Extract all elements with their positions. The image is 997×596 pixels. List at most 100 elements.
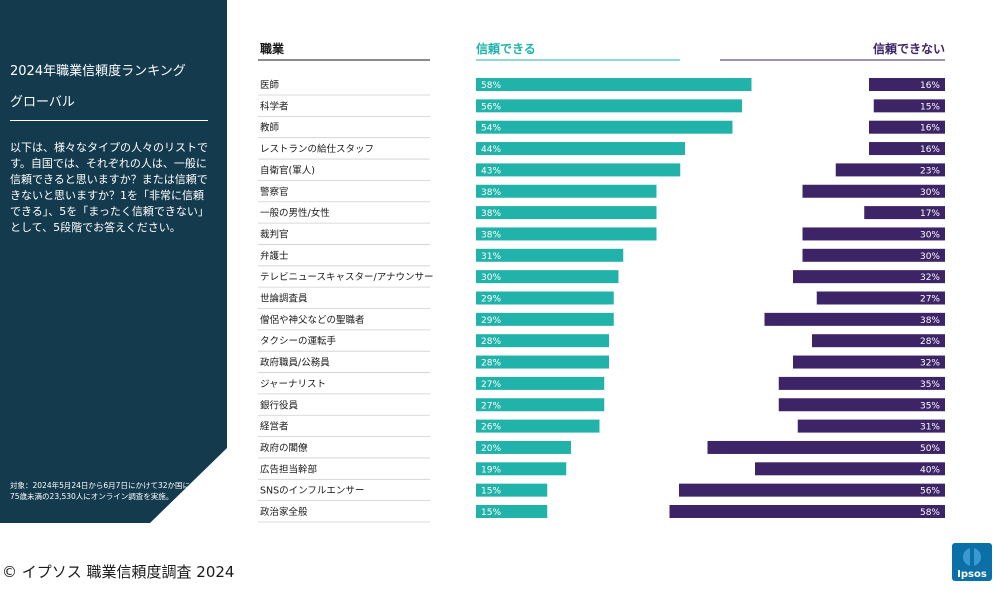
distrust-value-label: 38% bbox=[920, 316, 940, 326]
distrust-bar bbox=[793, 270, 945, 284]
distrust-value-label: 30% bbox=[920, 252, 940, 262]
distrust-value-label: 23% bbox=[920, 166, 940, 176]
trust-bar bbox=[476, 99, 742, 113]
trust-value-label: 28% bbox=[481, 337, 501, 347]
trust-bar bbox=[476, 312, 614, 326]
distrust-bar bbox=[816, 291, 945, 305]
trust-value-label: 38% bbox=[481, 230, 501, 240]
trust-value-label: 38% bbox=[481, 209, 501, 219]
side-subtitle: グローバル bbox=[10, 95, 75, 110]
trust-value-label: 43% bbox=[481, 166, 501, 176]
distrust-value-label: 28% bbox=[920, 337, 940, 347]
trust-bar bbox=[476, 184, 657, 198]
category-label: 科学者 bbox=[260, 100, 289, 112]
trust-bar bbox=[476, 163, 681, 177]
distrust-bar bbox=[802, 184, 945, 198]
trust-value-label: 27% bbox=[481, 401, 501, 411]
side-divider bbox=[10, 120, 208, 121]
distrust-value-label: 16% bbox=[920, 124, 940, 134]
category-label: 僧侶や神父などの聖職者 bbox=[260, 314, 365, 326]
distrust-value-label: 35% bbox=[920, 380, 940, 390]
distrust-value-label: 16% bbox=[920, 145, 940, 155]
distrust-value-label: 58% bbox=[920, 508, 940, 518]
category-label: 裁判官 bbox=[260, 228, 289, 240]
distrust-bar bbox=[669, 505, 945, 518]
trust-value-label: 58% bbox=[481, 81, 501, 91]
trust-bar bbox=[476, 462, 567, 476]
trust-value-label: 26% bbox=[481, 423, 501, 433]
category-label: タクシーの運転手 bbox=[260, 335, 337, 347]
category-label: 世論調査員 bbox=[260, 293, 308, 305]
trust-bar bbox=[476, 291, 614, 305]
trust-value-label: 19% bbox=[481, 465, 501, 475]
trust-value-label: 54% bbox=[481, 124, 501, 134]
trust-value-label: 38% bbox=[481, 188, 501, 198]
category-label: 一般の男性/女性 bbox=[260, 207, 330, 219]
distrust-value-label: 32% bbox=[920, 273, 940, 283]
distrust-bar bbox=[869, 120, 945, 134]
category-label: 自衛官(軍人) bbox=[260, 164, 315, 176]
distrust-bar bbox=[778, 376, 945, 390]
trust-value-label: 27% bbox=[481, 380, 501, 390]
distrust-value-label: 15% bbox=[920, 102, 940, 112]
category-label: SNSのインフルエンサー bbox=[260, 486, 364, 497]
category-label: 政治家全般 bbox=[260, 506, 308, 518]
distrust-value-label: 32% bbox=[920, 359, 940, 369]
trust-bar bbox=[476, 120, 733, 134]
category-label: レストランの給仕スタッフ bbox=[260, 143, 374, 155]
side-description: 以下は、様々なタイプの人々のリストです。自国では、それぞれの人は、一般に信頼でき… bbox=[10, 141, 209, 234]
distrust-bar bbox=[869, 142, 945, 156]
distrust-bar bbox=[707, 440, 945, 454]
side-title: 2024年職業信頼度ランキング bbox=[10, 64, 186, 79]
distrust-value-label: 50% bbox=[920, 444, 940, 454]
category-label: 経営者 bbox=[260, 421, 289, 433]
distrust-bar bbox=[778, 398, 945, 412]
trust-value-label: 29% bbox=[481, 316, 501, 326]
trust-value-label: 44% bbox=[481, 145, 501, 155]
distrust-bar bbox=[764, 312, 945, 326]
trust-value-label: 30% bbox=[481, 273, 501, 283]
trust-bar bbox=[476, 419, 600, 433]
trust-bar bbox=[476, 398, 605, 412]
ipsos-logo: Ipsos bbox=[952, 543, 992, 581]
category-label: 弁護士 bbox=[260, 250, 289, 262]
distrust-value-label: 56% bbox=[920, 487, 940, 497]
trust-value-label: 20% bbox=[481, 444, 501, 454]
distrust-bar bbox=[812, 334, 945, 348]
distrust-value-label: 17% bbox=[920, 209, 940, 219]
trust-bar bbox=[476, 78, 752, 91]
chart-rows: 医師 58% 16% 科学者 56% 15% 教師 54% 16% レストランの給仕スタッフ 44%… bbox=[258, 78, 945, 523]
distrust-value-label: 16% bbox=[920, 81, 940, 91]
category-label: 広告担当幹部 bbox=[260, 463, 317, 475]
trust-bar bbox=[476, 142, 685, 156]
trust-bar bbox=[476, 270, 619, 284]
distrust-value-label: 35% bbox=[920, 401, 940, 411]
trust-value-label: 28% bbox=[481, 359, 501, 369]
trust-value-label: 31% bbox=[481, 252, 501, 262]
distrust-bar bbox=[679, 483, 945, 497]
trust-bar bbox=[476, 483, 548, 497]
header-trust: 信頼できる bbox=[476, 41, 536, 56]
category-label: 政府の閣僚 bbox=[260, 442, 308, 454]
footer-copyright: © イプソス 職業信頼度調査 2024 bbox=[2, 563, 235, 581]
distrust-bar bbox=[802, 227, 945, 241]
trust-bar bbox=[476, 227, 657, 241]
trust-bar bbox=[476, 440, 571, 454]
trust-bar bbox=[476, 248, 624, 262]
distrust-value-label: 40% bbox=[920, 465, 940, 475]
distrust-bar bbox=[755, 462, 945, 476]
category-label: 医師 bbox=[260, 79, 280, 91]
distrust-bar bbox=[793, 355, 945, 369]
category-label: 銀行役員 bbox=[260, 399, 299, 411]
category-label: ジャーナリスト bbox=[260, 379, 326, 390]
distrust-bar bbox=[835, 163, 945, 177]
distrust-bar bbox=[873, 99, 945, 113]
distrust-bar bbox=[802, 248, 945, 262]
distrust-bar bbox=[797, 419, 945, 433]
side-panel: 2024年職業信頼度ランキング グローバル 以下は、様々なタイプの人々のリストで… bbox=[0, 0, 227, 523]
distrust-value-label: 30% bbox=[920, 230, 940, 240]
header-distrust: 信頼できない bbox=[873, 41, 945, 56]
trust-value-label: 15% bbox=[481, 487, 501, 497]
trust-bar bbox=[476, 355, 609, 369]
trust-value-label: 56% bbox=[481, 102, 501, 112]
